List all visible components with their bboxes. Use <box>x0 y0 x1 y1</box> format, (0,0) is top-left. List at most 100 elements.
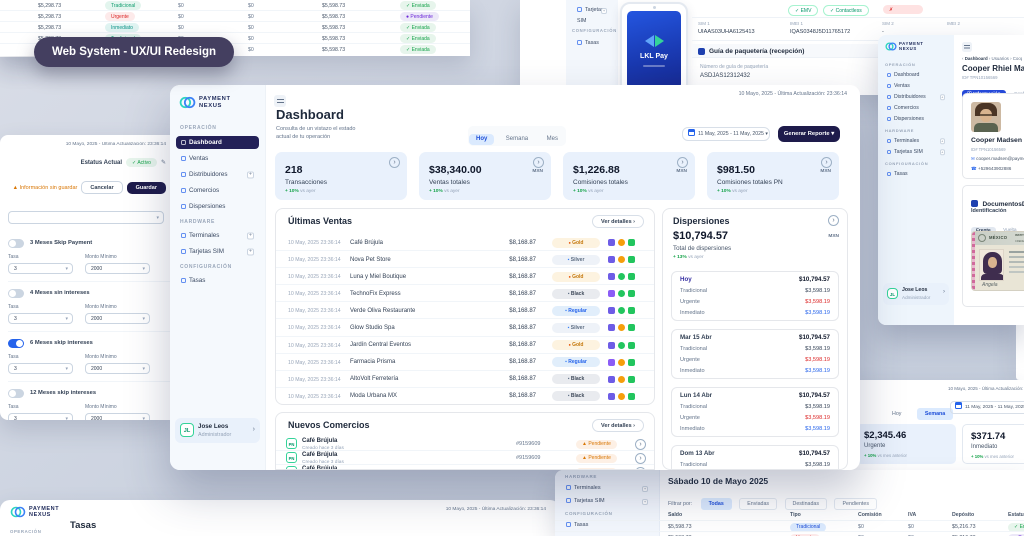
tasa-select[interactable]: 3 ▾ <box>8 313 73 324</box>
sidebar-item-dashboard[interactable]: Dashboard <box>882 70 950 80</box>
expand-icon[interactable]: + <box>939 94 945 100</box>
date-range-picker[interactable]: 11 May, 2025 - 11 May, 2025 ▾ <box>950 401 1024 414</box>
circle-arrow-icon[interactable]: › <box>677 157 688 168</box>
sidebar-item-tasas[interactable]: Tasas <box>176 274 259 287</box>
status-icon[interactable] <box>628 290 635 298</box>
tab-semana[interactable]: Semana <box>505 136 529 142</box>
table-row[interactable]: $5,298.73 Tradicional $0 $0 $5,598.73 ✓ … <box>0 0 470 11</box>
coin-icon[interactable] <box>618 307 625 315</box>
dispersion-day-card[interactable]: Dom 13 Abr $10,794.57 Tradicional $3,598.… <box>671 445 839 469</box>
monto-select[interactable]: 2000 ▾ <box>85 263 150 274</box>
user-profile-box[interactable]: JL Jose Leos Administrador › <box>883 283 949 305</box>
terminal-icon[interactable] <box>608 375 615 383</box>
venta-row[interactable]: 10 May, 2025 23:36:14 Nova Pet Store $8,16… <box>276 251 654 269</box>
coin-icon[interactable] <box>618 239 625 246</box>
sidebar-item-tasas[interactable]: Tasas <box>882 169 950 179</box>
date-range-picker[interactable]: 11 May, 2025 - 11 May, 2025 ▾ <box>682 127 770 141</box>
edit-pencil-icon[interactable]: ✎ <box>160 160 166 166</box>
dispersion-day-card[interactable]: Mar 15 Abr $10,794.57 Tradicional $3,598.… <box>671 329 839 379</box>
status-icon[interactable] <box>628 307 635 315</box>
venta-row[interactable]: 10 May, 2025 23:36:14 Farmacia Prisma $8,1… <box>276 354 654 371</box>
cancel-button[interactable]: Cancelar <box>81 181 123 194</box>
comercio-row[interactable]: PN Café Brújula Creado hace 3 días #9159… <box>276 465 654 469</box>
save-button[interactable]: Guardar <box>126 181 166 194</box>
dispersion-day-card[interactable]: Hoy $10,794.57 Tradicional $3,598.19 Urge… <box>671 271 839 321</box>
filter-todas[interactable]: Todas <box>700 498 732 510</box>
terminal-icon[interactable] <box>608 239 615 246</box>
sidebar-item-terminales[interactable]: Terminales + <box>561 483 653 494</box>
status-icon[interactable] <box>628 273 635 281</box>
tab-mes[interactable]: Mes <box>546 136 558 142</box>
expand-icon[interactable]: + <box>247 232 254 239</box>
terminal-icon[interactable] <box>608 290 615 298</box>
venta-row[interactable]: 10 May, 2025 23:36:14 Luna y Miel Boutiqu… <box>276 268 654 286</box>
monto-select[interactable]: 2000 ▾ <box>85 413 150 420</box>
sidebar-item-tarjetas-sim[interactable]: Tarjetas SIM + <box>882 147 950 157</box>
tasa-select[interactable]: 3 ▾ <box>8 263 73 274</box>
venta-row[interactable]: 10 May, 2025 23:36:14 Jardín Central Even… <box>276 337 654 354</box>
sidebar-item-comercios[interactable]: Comercios <box>882 103 950 113</box>
sidebar-item-terminales[interactable]: Terminales + <box>882 136 950 146</box>
terminal-icon[interactable] <box>608 341 615 349</box>
user-profile-box[interactable]: JL Jose Leos Administrador › <box>175 418 260 443</box>
monto-select[interactable]: 2000 ▾ <box>85 363 150 374</box>
coin-icon[interactable] <box>618 341 625 349</box>
status-icon[interactable] <box>628 375 635 383</box>
sidebar-item-dashboard[interactable]: Dashboard <box>176 136 259 149</box>
dispersion-day-card[interactable]: Lun 14 Abr $10,794.57 Tradicional $3,598.… <box>671 387 839 437</box>
plan-select[interactable]: ▾ <box>8 211 164 224</box>
sidebar-item-ventas[interactable]: Ventas <box>882 81 950 91</box>
sidebar-item-tasas[interactable]: Tasas <box>561 520 653 531</box>
generate-report-button[interactable]: Generar Reporte ▾ <box>778 126 840 142</box>
coin-icon[interactable] <box>618 392 625 400</box>
terminal-icon[interactable] <box>608 273 615 281</box>
coin-icon[interactable] <box>618 375 625 383</box>
toggle-switch[interactable] <box>8 289 24 298</box>
collapse-sidebar-button[interactable] <box>274 95 286 107</box>
sidebar-item-terminales[interactable]: Terminales + <box>176 229 259 242</box>
circle-arrow-icon[interactable]: › <box>828 215 839 226</box>
circle-arrow-icon[interactable]: › <box>635 438 646 450</box>
table-row[interactable]: $5,598.73 Urgente $0 $0 $5,216.73 ● Pend… <box>555 531 1024 536</box>
sidebar-item-distribuidores[interactable]: Distribuidores + <box>176 168 259 181</box>
breadcrumb[interactable]: ‹ Dashboard › Usuarios › Cooper Rhiel Ma… <box>962 56 1022 61</box>
circle-arrow-icon[interactable]: › <box>635 452 646 464</box>
toggle-switch[interactable] <box>8 339 24 348</box>
expand-icon[interactable]: + <box>601 7 607 14</box>
tasa-select[interactable]: 3 ▾ <box>8 363 73 374</box>
expand-icon[interactable]: + <box>939 138 945 144</box>
terminal-icon[interactable] <box>608 392 615 400</box>
toggle-switch[interactable] <box>8 239 24 248</box>
ver-detalles-button[interactable]: Ver detalles › <box>592 215 644 228</box>
status-icon[interactable] <box>628 324 635 332</box>
sidebar-item-comercios[interactable]: Comercios <box>176 184 259 197</box>
filter-enviadas[interactable]: Enviadas <box>739 498 778 510</box>
venta-row[interactable]: 10 May, 2025 23:36:14 Verde Oliva Restaur… <box>276 302 654 320</box>
table-row[interactable]: $5,598.73 Tradicional $0 $0 $5,216.73 ✓ … <box>555 520 1024 532</box>
tasa-select[interactable]: 3 ▾ <box>8 413 73 420</box>
circle-arrow-icon[interactable]: › <box>635 466 646 469</box>
sidebar-item-dispersiones[interactable]: Dispersiones <box>176 200 259 213</box>
sidebar-item-tasas[interactable]: Tasas <box>572 38 612 49</box>
sidebar-item-tarjetas-sim[interactable]: Tarjetas SIM + <box>561 496 653 507</box>
circle-arrow-icon[interactable]: › <box>533 157 544 168</box>
id-card-image[interactable]: MÉXICO INSTITUTO NACIONAL ELECTORAL CRED… <box>971 231 1024 291</box>
expand-icon[interactable]: + <box>247 171 254 178</box>
comercio-row[interactable]: PN Café Brújula Creado hace 3 días #9159… <box>276 437 654 451</box>
monto-select[interactable]: 2000 ▾ <box>85 313 150 324</box>
table-row[interactable]: $5,298.73 Urgente $0 $0 $5,598.73 ● Pend… <box>0 11 470 22</box>
status-icon[interactable] <box>628 256 635 264</box>
filter-destinadas[interactable]: Destinadas <box>784 498 828 510</box>
status-icon[interactable] <box>628 341 635 349</box>
ver-detalles-button[interactable]: Ver detalles › <box>592 419 644 432</box>
expand-icon[interactable]: + <box>247 248 254 255</box>
coin-icon[interactable] <box>618 324 625 332</box>
toggle-switch[interactable] <box>8 389 24 398</box>
expand-icon[interactable]: + <box>642 485 648 492</box>
status-icon[interactable] <box>628 239 635 246</box>
tab-frente[interactable]: Frente <box>971 226 996 235</box>
circle-arrow-icon[interactable]: › <box>389 157 400 168</box>
expand-icon[interactable]: + <box>642 498 648 505</box>
venta-row[interactable]: 10 May, 2025 23:36:14 Café Brújula $8,168.… <box>276 234 654 252</box>
coin-icon[interactable] <box>618 273 625 281</box>
